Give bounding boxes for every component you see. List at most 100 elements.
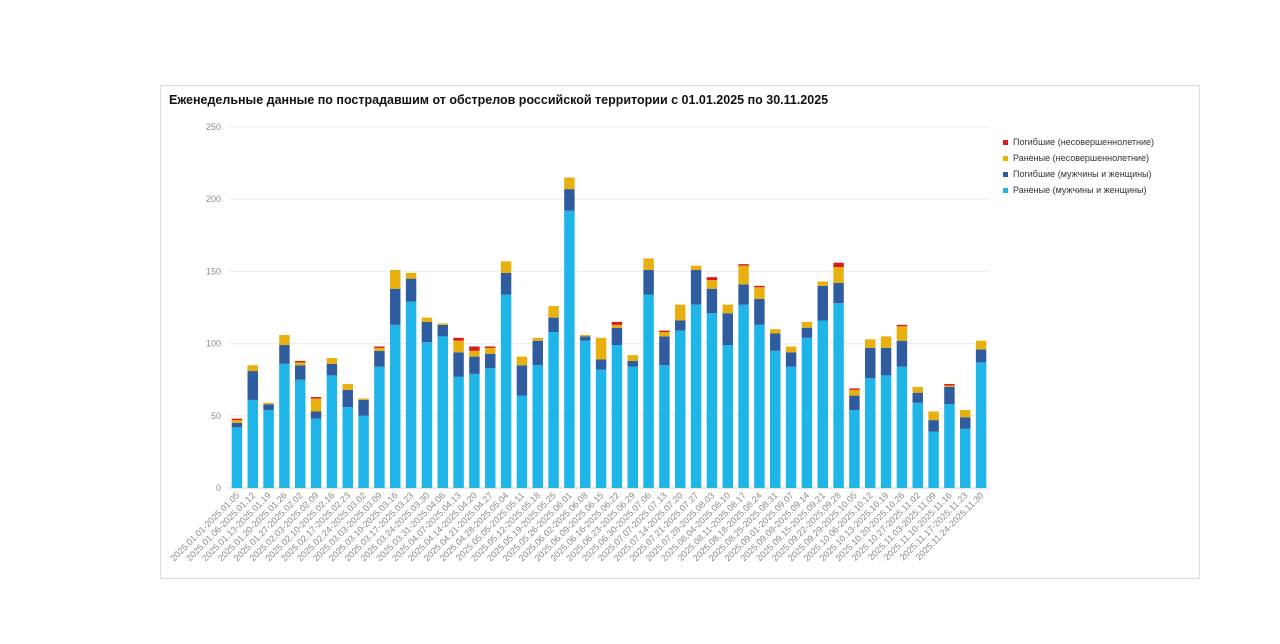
bar-segment-series-2	[928, 411, 939, 421]
y-tick-label: 50	[211, 411, 221, 421]
bar-segment-series-0	[880, 375, 892, 488]
bar-segment-series-0	[390, 324, 401, 488]
bar-segment-series-2	[690, 265, 702, 270]
bar-segment-series-3	[295, 360, 306, 363]
bar-segment-series-0	[295, 379, 306, 488]
bar-segment-series-2	[706, 280, 718, 289]
bar-segment-series-1	[912, 392, 923, 403]
bar-segment-series-2	[675, 304, 686, 321]
bar-segment-series-0	[231, 427, 243, 488]
legend-label: Раненые (мужчины и женщины)	[1013, 185, 1147, 195]
bar-segment-series-0	[247, 399, 258, 488]
bar-segment-series-1	[405, 278, 417, 302]
bar-segment-series-3	[485, 346, 496, 348]
bar-segment-series-1	[960, 417, 971, 429]
bar-segment-series-1	[374, 350, 385, 367]
bar-segment-series-2	[516, 356, 528, 366]
bar-segment-series-3	[231, 418, 243, 421]
bar-segment-series-0	[342, 407, 353, 488]
bar-segment-series-2	[326, 358, 338, 364]
bar-segment-series-0	[928, 431, 939, 488]
bar-segment-series-0	[738, 304, 749, 488]
bar-segment-series-3	[310, 397, 322, 399]
bar-segment-series-0	[833, 303, 844, 488]
legend-swatch	[1003, 187, 1008, 193]
bar-segment-series-2	[754, 287, 765, 299]
bar-segment-series-1	[390, 288, 401, 325]
bar-segment-series-0	[944, 404, 955, 488]
bar-segment-series-0	[279, 363, 290, 488]
bar-segment-series-1	[659, 336, 670, 366]
bar-segment-series-0	[849, 410, 860, 488]
bar-segment-series-1	[595, 359, 607, 370]
bar-segment-series-1	[437, 324, 448, 337]
y-tick-label: 150	[206, 266, 221, 276]
bar-segment-series-2	[833, 267, 844, 283]
bar-segment-series-2	[849, 389, 860, 396]
legend-swatch	[1003, 171, 1008, 177]
bar-segment-series-3	[611, 321, 623, 325]
bar-segment-series-1	[469, 356, 480, 374]
bar-segment-series-3	[896, 324, 908, 327]
bar-segment-series-2	[595, 337, 607, 360]
bar-segment-series-0	[437, 336, 448, 488]
bar-segment-series-1	[770, 333, 781, 351]
bar-segment-series-1	[358, 399, 369, 416]
bar-segment-series-1	[944, 386, 955, 405]
bar-segment-series-1	[627, 360, 638, 367]
bar-segment-series-1	[738, 284, 749, 305]
bar-segment-series-1	[485, 353, 496, 369]
bar-segment-series-2	[390, 269, 401, 289]
bar-segment-series-1	[516, 365, 528, 396]
bar-segment-series-2	[247, 365, 258, 372]
bar-segment-series-0	[421, 342, 433, 488]
bar-segment-series-2	[231, 420, 243, 424]
bar-segment-series-3	[738, 264, 749, 266]
bar-segment-series-0	[975, 362, 987, 488]
bar-segment-series-1	[706, 288, 718, 314]
bar-segment-series-2	[453, 340, 464, 353]
bar-segment-series-0	[374, 366, 385, 488]
legend-swatch	[1003, 155, 1008, 161]
bar-segment-series-1	[754, 298, 765, 325]
bar-segment-series-0	[469, 373, 480, 488]
bar-segment-series-2	[532, 337, 543, 341]
bar-segment-series-3	[374, 346, 385, 348]
bar-segment-series-0	[659, 365, 670, 488]
bar-segment-series-1	[817, 285, 828, 321]
bar-segment-series-0	[754, 324, 765, 488]
bar-segment-series-2	[580, 334, 591, 337]
bar-segment-series-0	[358, 415, 369, 488]
bar-segment-series-0	[770, 350, 781, 488]
bar-segment-series-0	[564, 210, 575, 488]
bar-segment-series-0	[801, 337, 813, 488]
bar-segment-series-1	[532, 340, 543, 366]
bar-segment-series-0	[595, 369, 607, 488]
bar-segment-series-3	[469, 346, 480, 351]
bar-segment-series-0	[706, 313, 718, 488]
bar-segment-series-1	[326, 363, 338, 376]
bar-segment-series-2	[975, 340, 987, 350]
bar-segment-series-2	[263, 402, 274, 405]
bar-segment-series-0	[675, 330, 686, 488]
bar-segment-series-1	[279, 345, 290, 364]
legend-item: Погибшие (несовершеннолетние)	[1003, 134, 1154, 150]
chart-canvas: 0501001502002502025.01.01-2025.01.052025…	[168, 122, 989, 563]
bar-segment-series-1	[675, 320, 686, 331]
bar-segment-series-0	[785, 366, 797, 488]
bar-segment-series-0	[310, 418, 322, 488]
bar-segment-series-2	[627, 355, 638, 361]
bar-segment-series-0	[912, 402, 923, 488]
bar-segment-series-1	[295, 365, 306, 380]
bar-segment-series-0	[405, 301, 417, 488]
bar-segment-series-1	[500, 272, 512, 295]
bar-segment-series-1	[247, 371, 258, 400]
chart-title: Еженедельные данные по пострадавшим от о…	[169, 93, 829, 107]
bar-segment-series-0	[485, 368, 496, 488]
bar-segment-series-3	[833, 262, 844, 268]
legend-label: Погибшие (мужчины и женщины)	[1013, 169, 1152, 179]
bar-segment-series-2	[738, 265, 749, 285]
bar-segment-series-2	[659, 332, 670, 337]
bar-segment-series-1	[643, 269, 654, 295]
bar-segment-series-0	[580, 340, 591, 488]
